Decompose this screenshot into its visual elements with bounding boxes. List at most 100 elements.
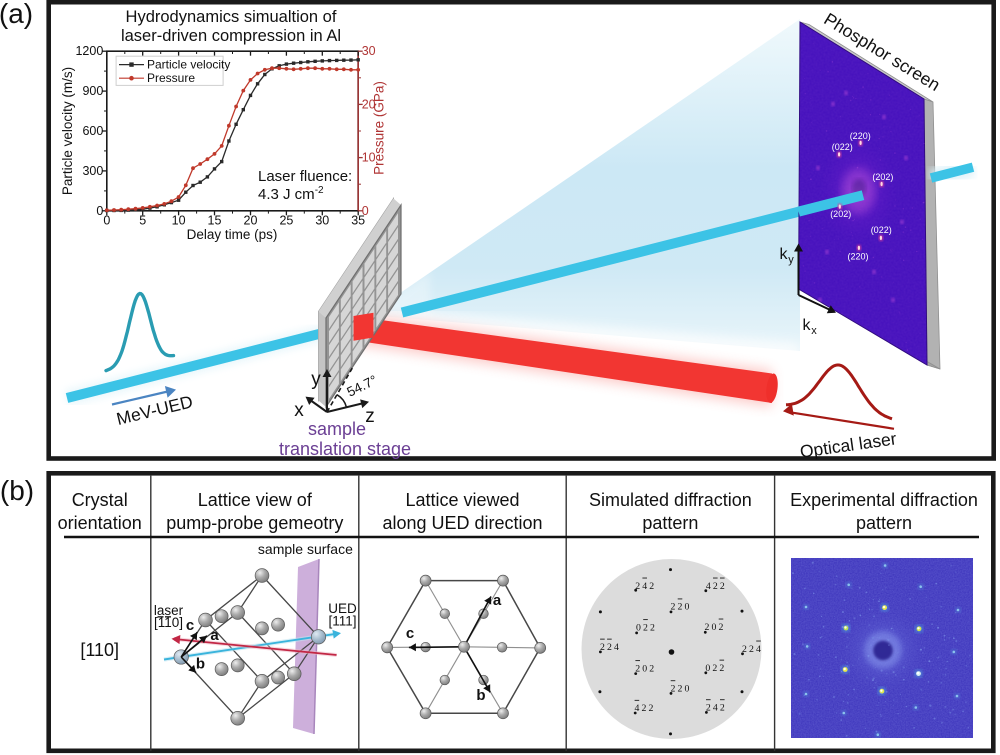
svg-text:pump-probe gemeotry: pump-probe gemeotry bbox=[166, 513, 343, 533]
svg-text:a: a bbox=[493, 592, 502, 609]
svg-text:2: 2 bbox=[705, 622, 710, 633]
svg-text:2: 2 bbox=[720, 703, 725, 714]
svg-text:k: k bbox=[780, 246, 789, 263]
svg-text:(b): (b) bbox=[0, 475, 34, 506]
svg-text:30: 30 bbox=[362, 44, 376, 58]
svg-text:(202): (202) bbox=[872, 172, 893, 182]
svg-text:c: c bbox=[186, 617, 194, 634]
svg-text:z: z bbox=[365, 406, 375, 427]
svg-text:x: x bbox=[294, 400, 304, 421]
svg-text:2: 2 bbox=[678, 684, 683, 695]
svg-text:sample surface: sample surface bbox=[258, 541, 353, 557]
svg-text:2: 2 bbox=[600, 642, 605, 653]
svg-text:pattern: pattern bbox=[642, 513, 698, 533]
svg-text:0: 0 bbox=[636, 622, 641, 633]
svg-text:Lattice viewed: Lattice viewed bbox=[405, 490, 519, 510]
svg-text:(220): (220) bbox=[847, 251, 868, 261]
svg-text:Delay time (ps): Delay time (ps) bbox=[187, 227, 278, 242]
svg-text:2: 2 bbox=[749, 644, 754, 655]
svg-text:2: 2 bbox=[712, 663, 717, 674]
svg-text:4: 4 bbox=[634, 703, 639, 714]
svg-text:2: 2 bbox=[648, 703, 653, 714]
svg-text:k: k bbox=[803, 317, 812, 334]
svg-text:0: 0 bbox=[96, 204, 103, 218]
svg-text:Crystal: Crystal bbox=[72, 490, 128, 510]
svg-text:laser-driven compression in Al: laser-driven compression in Al bbox=[121, 27, 341, 45]
svg-text:Lattice view of: Lattice view of bbox=[198, 490, 313, 510]
svg-text:1200: 1200 bbox=[75, 44, 103, 58]
svg-text:0: 0 bbox=[685, 684, 690, 695]
svg-text:Particle velocity (m/s): Particle velocity (m/s) bbox=[60, 67, 75, 195]
svg-text:along UED direction: along UED direction bbox=[382, 513, 542, 533]
svg-text:2: 2 bbox=[671, 602, 676, 613]
svg-text:2: 2 bbox=[671, 684, 676, 695]
svg-text:0: 0 bbox=[103, 214, 110, 228]
svg-text:2: 2 bbox=[649, 663, 654, 674]
svg-text:20: 20 bbox=[244, 214, 258, 228]
svg-text:2: 2 bbox=[713, 581, 718, 592]
svg-text:10: 10 bbox=[362, 151, 376, 165]
svg-text:(a): (a) bbox=[0, 0, 33, 29]
svg-text:a: a bbox=[210, 627, 219, 644]
svg-text:c: c bbox=[406, 625, 414, 642]
svg-text:300: 300 bbox=[82, 164, 103, 178]
svg-text:2: 2 bbox=[719, 663, 724, 674]
svg-text:[110]: [110] bbox=[154, 615, 183, 630]
svg-text:4: 4 bbox=[706, 581, 711, 592]
svg-text:4: 4 bbox=[756, 644, 761, 655]
svg-text:4: 4 bbox=[614, 642, 619, 653]
svg-text:2: 2 bbox=[678, 602, 683, 613]
svg-text:Particle velocity: Particle velocity bbox=[147, 58, 230, 72]
svg-text:2: 2 bbox=[635, 581, 640, 592]
svg-text:(022): (022) bbox=[871, 225, 892, 235]
svg-text:2: 2 bbox=[720, 581, 725, 592]
svg-text:Simulated diffraction: Simulated diffraction bbox=[589, 490, 752, 510]
svg-text:sample: sample bbox=[308, 419, 366, 439]
svg-text:(220): (220) bbox=[850, 131, 871, 141]
svg-text:Pressure (GPa): Pressure (GPa) bbox=[372, 81, 387, 175]
svg-text:10: 10 bbox=[172, 214, 186, 228]
svg-text:[110]: [110] bbox=[80, 640, 119, 660]
svg-text:2: 2 bbox=[649, 581, 654, 592]
svg-text:2: 2 bbox=[706, 703, 711, 714]
svg-text:b: b bbox=[196, 656, 205, 673]
svg-text:0: 0 bbox=[362, 204, 369, 218]
svg-text:UED: UED bbox=[328, 601, 357, 616]
svg-text:Hydrodynamics simualtion of: Hydrodynamics simualtion of bbox=[126, 8, 337, 26]
svg-text:4.3 J cm-2: 4.3 J cm-2 bbox=[258, 185, 324, 203]
svg-text:Laser fluence:: Laser fluence: bbox=[258, 168, 352, 185]
svg-text:30: 30 bbox=[315, 214, 329, 228]
svg-text:(202): (202) bbox=[830, 209, 851, 219]
svg-text:translation stage: translation stage bbox=[279, 439, 411, 459]
svg-text:laser: laser bbox=[154, 603, 184, 618]
svg-text:Experimental diffraction: Experimental diffraction bbox=[790, 490, 978, 510]
svg-text:pattern: pattern bbox=[856, 513, 912, 533]
svg-text:2: 2 bbox=[643, 622, 648, 633]
svg-text:x: x bbox=[811, 325, 817, 337]
svg-text:Pressure: Pressure bbox=[147, 71, 195, 85]
svg-text:(022): (022) bbox=[832, 142, 853, 152]
svg-text:y: y bbox=[788, 254, 794, 266]
svg-text:0: 0 bbox=[642, 663, 647, 674]
svg-text:35: 35 bbox=[351, 214, 365, 228]
svg-text:orientation: orientation bbox=[58, 513, 142, 533]
svg-text:4: 4 bbox=[713, 703, 718, 714]
svg-text:2: 2 bbox=[742, 644, 747, 655]
svg-text:600: 600 bbox=[82, 124, 103, 138]
svg-text:4: 4 bbox=[642, 581, 647, 592]
svg-text:2: 2 bbox=[719, 622, 724, 633]
svg-text:5: 5 bbox=[139, 214, 146, 228]
svg-text:b: b bbox=[476, 687, 485, 704]
svg-text:0: 0 bbox=[712, 622, 717, 633]
svg-text:0: 0 bbox=[685, 602, 690, 613]
svg-text:15: 15 bbox=[208, 214, 222, 228]
svg-text:0: 0 bbox=[705, 663, 710, 674]
svg-text:2: 2 bbox=[607, 642, 612, 653]
svg-text:2: 2 bbox=[641, 703, 646, 714]
svg-text:25: 25 bbox=[279, 214, 293, 228]
svg-text:2: 2 bbox=[635, 663, 640, 674]
svg-text:[111]: [111] bbox=[328, 614, 356, 629]
svg-text:900: 900 bbox=[82, 84, 103, 98]
svg-text:20: 20 bbox=[362, 97, 376, 111]
svg-text:2: 2 bbox=[650, 622, 655, 633]
